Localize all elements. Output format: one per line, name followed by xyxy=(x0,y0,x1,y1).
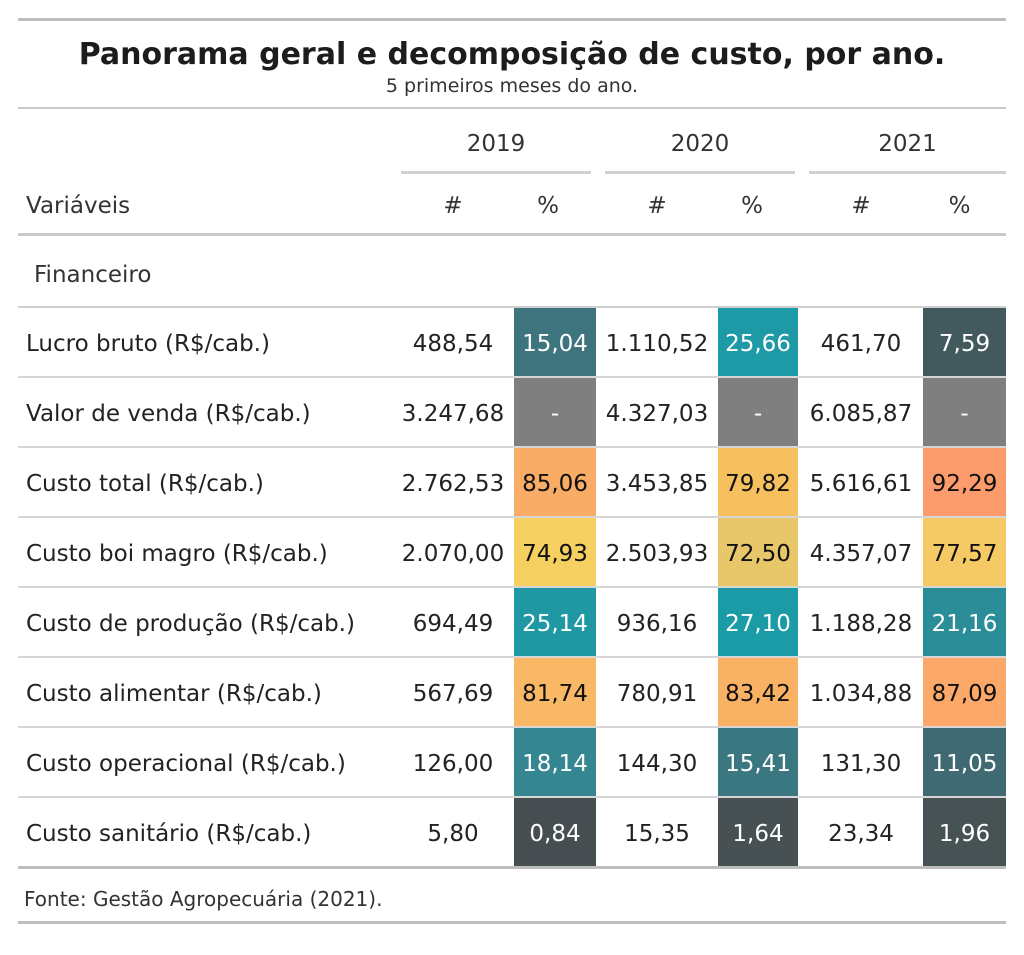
year-label: 2021 xyxy=(878,131,937,157)
spanner-underline xyxy=(809,171,1006,174)
column-header-pct: % xyxy=(741,193,763,219)
percent-cell: 85,06 xyxy=(514,448,596,516)
table-row: Custo operacional (R$/cab.) 126,00 18,14 14… xyxy=(18,728,1006,798)
percent-cell: 87,09 xyxy=(923,658,1006,726)
table-row: Custo boi magro (R$/cab.) 2.070,00 74,93 2.… xyxy=(18,518,1006,588)
top-rule xyxy=(18,18,1006,21)
percent-cell: 7,59 xyxy=(923,308,1006,376)
percent-cell: - xyxy=(514,378,596,446)
column-header-num: # xyxy=(647,193,667,219)
bottom-rule xyxy=(18,921,1006,924)
percent-cell: 25,66 xyxy=(718,308,798,376)
table-body: Lucro bruto (R$/cab.) 488,54 15,04 1.110,52… xyxy=(18,308,1006,866)
percent-cell: 25,14 xyxy=(514,588,596,656)
percent-cell: 21,16 xyxy=(923,588,1006,656)
table-row: Custo sanitário (R$/cab.) 5,80 0,84 15,35 1,… xyxy=(18,798,1006,866)
percent-cell: - xyxy=(923,378,1006,446)
percent-cell: 27,10 xyxy=(718,588,798,656)
value-cell: 488,54 xyxy=(412,331,494,357)
value-cell: 2.070,00 xyxy=(401,541,505,567)
percent-cell: 0,84 xyxy=(514,798,596,866)
percent-cell: 1,64 xyxy=(718,798,798,866)
table-row: Valor de venda (R$/cab.) 3.247,68-4.327,0… xyxy=(18,378,1006,448)
table-subtitle: 5 primeiros meses do ano. xyxy=(385,75,639,97)
value-cell: 3.453,85 xyxy=(605,471,709,497)
row-label: Custo boi magro (R$/cab.) xyxy=(26,541,328,567)
column-header-num: # xyxy=(851,193,871,219)
value-cell: 126,00 xyxy=(412,751,494,777)
percent-cell: 81,74 xyxy=(514,658,596,726)
row-label: Custo alimentar (R$/cab.) xyxy=(26,681,322,707)
table-row: Lucro bruto (R$/cab.) 488,54 15,04 1.110,52… xyxy=(18,308,1006,378)
column-header-pct: % xyxy=(537,193,559,219)
spanner-underline xyxy=(401,171,591,174)
value-cell: 6.085,87 xyxy=(809,401,913,427)
column-header-pct: % xyxy=(948,193,971,219)
percent-cell: 11,05 xyxy=(923,728,1006,796)
percent-cell: 15,04 xyxy=(514,308,596,376)
row-label: Valor de venda (R$/cab.) xyxy=(26,401,311,427)
year-label: 2020 xyxy=(670,131,730,157)
value-cell: 23,34 xyxy=(828,821,894,847)
value-cell: 5,80 xyxy=(427,821,479,847)
value-cell: 3.247,68 xyxy=(401,401,505,427)
row-label: Custo operacional (R$/cab.) xyxy=(26,751,346,777)
row-label: Custo sanitário (R$/cab.) xyxy=(26,821,312,847)
value-cell: 4.327,03 xyxy=(605,401,709,427)
percent-cell: 79,82 xyxy=(718,448,798,516)
column-header-variables: Variáveis xyxy=(26,193,131,219)
year-label: 2019 xyxy=(466,131,526,157)
value-cell: 2.762,53 xyxy=(401,471,505,497)
percent-cell: - xyxy=(718,378,798,446)
percent-cell: 1,96 xyxy=(923,798,1006,866)
body-bottom-rule xyxy=(18,866,1006,869)
value-cell: 131,30 xyxy=(820,751,902,777)
table-figure: Panorama geral e decomposição de custo, … xyxy=(18,18,1006,924)
source-note: Fonte: Gestão Agropecuária (2021). xyxy=(24,887,383,911)
value-cell: 936,16 xyxy=(616,611,698,637)
percent-cell: 83,42 xyxy=(718,658,798,726)
year-spanner-2019: 2019 xyxy=(401,109,591,174)
value-cell: 1.034,88 xyxy=(809,681,913,707)
value-cell: 461,70 xyxy=(820,331,902,357)
value-cell: 4.357,07 xyxy=(809,541,913,567)
percent-cell: 15,41 xyxy=(718,728,798,796)
value-cell: 1.188,28 xyxy=(809,611,913,637)
value-cell: 1.110,52 xyxy=(605,331,709,357)
column-header-num: # xyxy=(443,193,463,219)
row-label: Lucro bruto (R$/cab.) xyxy=(26,331,270,357)
header-rule xyxy=(18,107,1006,109)
value-cell: 694,49 xyxy=(412,611,494,637)
group-rule xyxy=(18,306,1006,308)
table-row: Custo alimentar (R$/cab.) 567,69 81,74 780,… xyxy=(18,658,1006,728)
year-spanner-row: 2019 2020 2021 xyxy=(18,109,1006,174)
spanner-underline xyxy=(605,171,795,174)
value-cell: 144,30 xyxy=(616,751,698,777)
column-header-row: Variáveis # % # % # % xyxy=(18,173,1006,233)
value-cell: 2.503,93 xyxy=(605,541,709,567)
percent-cell: 18,14 xyxy=(514,728,596,796)
row-label: Custo total (R$/cab.) xyxy=(26,471,264,497)
table-row: Custo de produção (R$/cab.) 694,49 25,14 93… xyxy=(18,588,1006,658)
value-cell: 780,91 xyxy=(616,681,698,707)
percent-cell: 72,50 xyxy=(718,518,798,586)
column-header-rule xyxy=(18,233,1006,236)
percent-cell: 77,57 xyxy=(923,518,1006,586)
table-title: Panorama geral e decomposição de custo, … xyxy=(78,37,946,72)
table-row: Custo total (R$/cab.) 2.762,53 85,06 3.453,… xyxy=(18,448,1006,518)
year-spanner-2021: 2021 xyxy=(809,109,1006,174)
percent-cell: 74,93 xyxy=(514,518,596,586)
year-spanner-2020: 2020 xyxy=(605,109,795,174)
value-cell: 567,69 xyxy=(412,681,494,707)
row-label: Custo de produção (R$/cab.) xyxy=(26,611,355,637)
percent-cell: 92,29 xyxy=(923,448,1006,516)
group-label-financeiro: Financeiro xyxy=(34,262,152,288)
value-cell: 15,35 xyxy=(624,821,690,847)
value-cell: 5.616,61 xyxy=(809,471,913,497)
